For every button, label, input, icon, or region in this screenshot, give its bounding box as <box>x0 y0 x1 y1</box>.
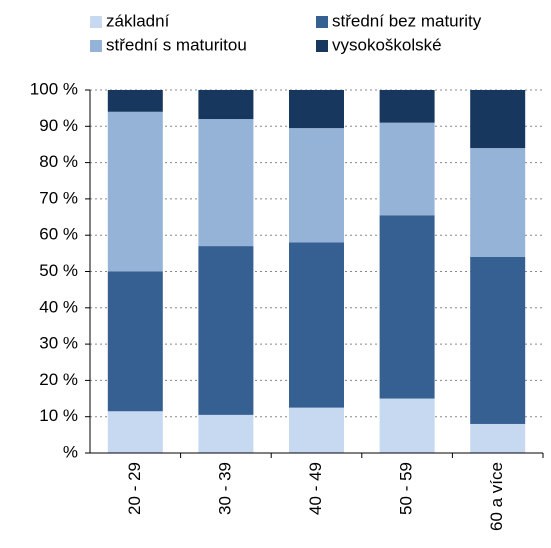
bar-segment <box>379 90 435 123</box>
y-tick-label: 70 % <box>39 188 78 207</box>
bar-segment <box>470 148 526 257</box>
x-tick-label: 60 a více <box>487 462 506 531</box>
x-tick-label: 40 - 49 <box>306 462 325 515</box>
x-tick-label: 30 - 39 <box>215 462 234 515</box>
bar-segment <box>379 215 435 399</box>
x-tick-label: 20 - 29 <box>125 462 144 515</box>
y-tick-label: 100 % <box>30 79 78 98</box>
y-tick-label: 60 % <box>39 225 78 244</box>
legend-swatch <box>316 40 328 52</box>
bar-segment <box>107 411 163 453</box>
y-tick-label: % <box>63 442 78 461</box>
bar-segment <box>198 119 254 247</box>
y-tick-label: 50 % <box>39 261 78 280</box>
bar-segment <box>198 90 254 120</box>
y-tick-label: 80 % <box>39 152 78 171</box>
bar-segment <box>107 271 163 412</box>
y-tick-label: 10 % <box>39 406 78 425</box>
bar-segment <box>289 128 344 243</box>
y-tick-label: 20 % <box>39 370 78 389</box>
bar-segment <box>470 423 526 453</box>
bar-segment <box>107 90 163 112</box>
legend-label: základní <box>106 11 170 30</box>
x-tick-label: 50 - 59 <box>397 462 416 515</box>
y-tick-label: 30 % <box>39 334 78 353</box>
bar-segment <box>198 414 254 453</box>
bar-segment <box>379 122 435 216</box>
legend-swatch <box>90 16 102 28</box>
bar-segment <box>289 242 344 408</box>
bar-segment <box>470 256 526 424</box>
bar-segment <box>289 90 344 129</box>
legend-swatch <box>316 16 328 28</box>
bar-segment <box>470 90 526 149</box>
bar-segment <box>198 246 254 415</box>
bar-segment <box>107 111 163 272</box>
legend-label: střední bez maturity <box>332 11 482 30</box>
bar-segment <box>289 407 344 453</box>
y-tick-label: 40 % <box>39 297 78 316</box>
legend-label: vysokoškolské <box>332 35 442 54</box>
bar-segment <box>379 398 435 453</box>
y-tick-label: 90 % <box>39 116 78 135</box>
legend-label: střední s maturitou <box>106 35 247 54</box>
legend-swatch <box>90 40 102 52</box>
